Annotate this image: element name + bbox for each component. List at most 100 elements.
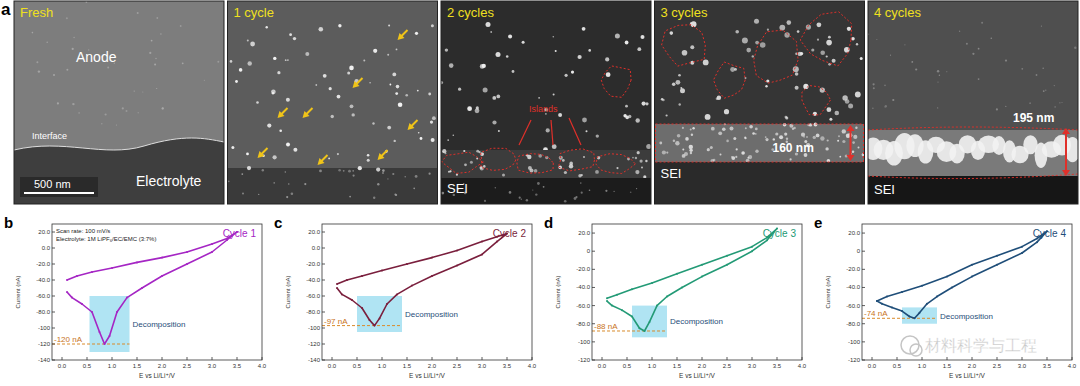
x-tick — [332, 357, 333, 360]
particle — [522, 41, 525, 44]
particle — [1021, 68, 1023, 70]
particle — [718, 131, 722, 135]
particle — [122, 107, 124, 109]
particle — [483, 165, 486, 168]
particle — [838, 135, 840, 137]
x-tick — [922, 357, 923, 360]
particle — [483, 87, 488, 92]
cv-point — [876, 300, 878, 302]
particle — [248, 61, 252, 65]
y-tick-label: 20.0 — [578, 230, 590, 236]
particle — [851, 37, 855, 41]
particle — [569, 162, 573, 166]
particle — [876, 39, 877, 40]
particle — [724, 109, 729, 114]
arrow-head — [1062, 128, 1070, 134]
y-tick — [592, 269, 595, 270]
y-axis-label: Current (nA) — [285, 275, 291, 308]
particle — [449, 170, 451, 172]
particle — [635, 170, 639, 174]
particle — [745, 127, 747, 129]
particle — [589, 190, 591, 192]
x-tick — [997, 357, 998, 360]
particle — [348, 170, 351, 173]
x-tick-label: 1.5 — [403, 363, 412, 369]
particle — [890, 55, 891, 56]
particle — [828, 36, 831, 39]
cv-point — [926, 303, 928, 305]
region-label: Interface — [32, 131, 67, 141]
particle — [856, 43, 858, 45]
cv-point — [411, 285, 413, 287]
cv-point — [951, 286, 953, 288]
particle — [538, 97, 540, 99]
particle — [562, 159, 565, 162]
x-tick-label: 1.0 — [378, 363, 387, 369]
particle — [418, 132, 420, 134]
micrograph — [441, 1, 651, 204]
island-outline — [662, 25, 706, 66]
particle — [496, 95, 500, 99]
particle — [749, 125, 753, 129]
particle — [367, 159, 370, 162]
x-tick — [212, 357, 213, 360]
particle — [711, 127, 715, 131]
particle — [151, 40, 153, 42]
y-tick-label: -120 — [848, 357, 861, 363]
particle — [66, 17, 68, 19]
particle — [431, 24, 434, 27]
particle — [682, 127, 684, 129]
particle — [126, 110, 128, 112]
particle — [555, 50, 557, 52]
x-tick — [602, 357, 603, 360]
islands-label: Islands — [529, 104, 558, 114]
particle — [329, 87, 332, 90]
cv-curve — [337, 234, 507, 326]
particle — [645, 160, 647, 162]
particle — [480, 167, 484, 171]
sei-region — [655, 124, 865, 162]
thickness-arrow — [850, 130, 852, 156]
y-tick — [862, 269, 865, 270]
arrow-head — [1062, 170, 1070, 176]
particle — [293, 37, 296, 40]
particle — [915, 68, 917, 70]
particle — [72, 103, 74, 105]
island-outline — [558, 149, 594, 171]
particle — [543, 186, 545, 188]
particle — [382, 172, 384, 174]
chart-title: Cycle 1 — [223, 228, 257, 239]
particle — [816, 134, 820, 138]
x-tick — [677, 357, 678, 360]
particle — [884, 85, 886, 87]
particle — [535, 193, 537, 195]
particle — [36, 61, 38, 63]
plot-area — [862, 230, 1048, 323]
particle — [966, 43, 968, 45]
particle — [492, 120, 496, 124]
electrolyte-region — [868, 176, 1078, 204]
cv-point — [386, 303, 388, 305]
x-tick-label: 1.5 — [673, 363, 682, 369]
particle — [820, 50, 825, 55]
particle — [571, 71, 574, 74]
particle — [946, 71, 947, 72]
x-tick-label: 3.0 — [208, 363, 217, 369]
particle — [730, 127, 734, 131]
particle — [508, 34, 512, 38]
cv-point — [481, 253, 483, 255]
axes-frame — [52, 224, 262, 360]
particle — [765, 138, 768, 141]
cv-point — [379, 317, 381, 319]
x-axis-label: E vs Li/Li⁺/V — [139, 372, 176, 379]
arrow-head — [318, 158, 325, 165]
particle — [784, 133, 787, 136]
particle — [710, 146, 713, 149]
particle — [546, 128, 550, 132]
region-label: Anode — [76, 49, 117, 65]
watermark: 材料科学与工程 — [901, 336, 1037, 356]
particle — [445, 48, 448, 51]
particle — [580, 182, 582, 184]
x-tick-label: 2.0 — [158, 363, 167, 369]
particle — [247, 40, 249, 42]
